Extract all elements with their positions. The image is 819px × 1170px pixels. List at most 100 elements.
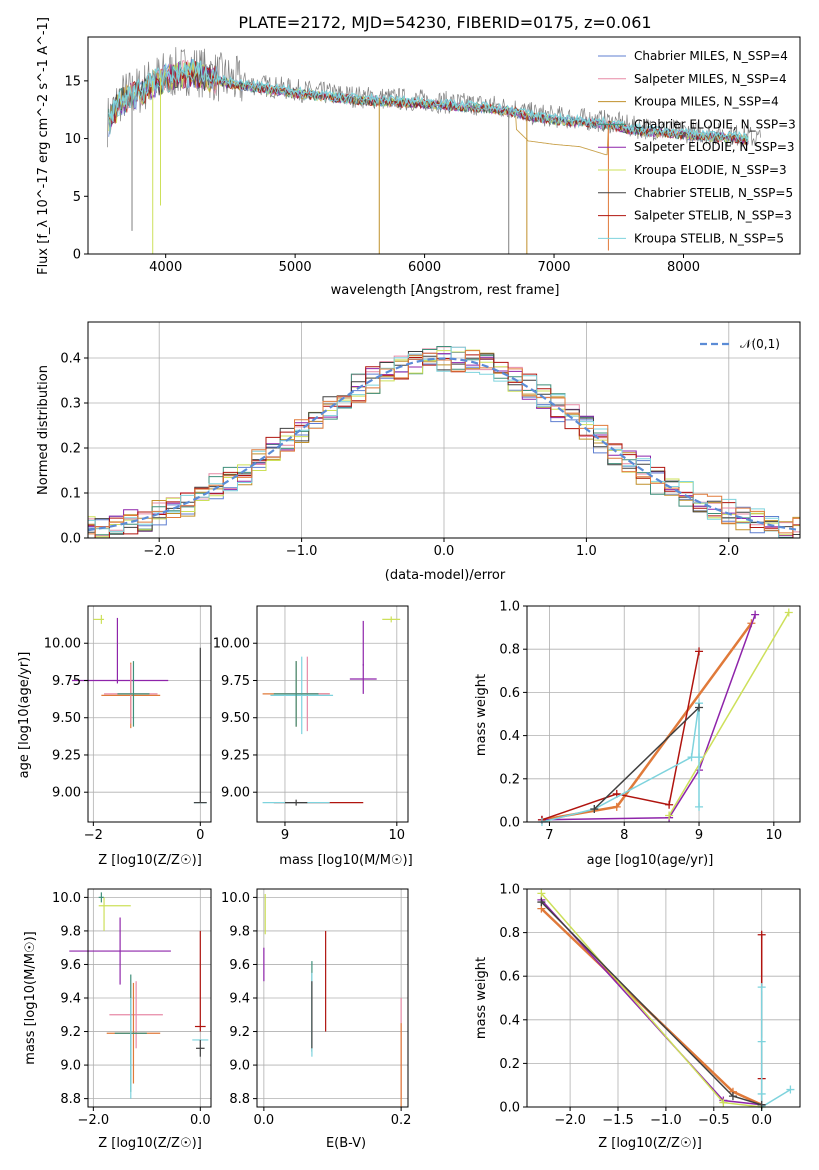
- weight-marker: [665, 811, 674, 820]
- y-tick-label: 10: [64, 132, 81, 147]
- y-tick-label: 0.4: [60, 352, 81, 367]
- x-tick-label: 8000: [667, 260, 700, 275]
- y-tick-label: 9.8: [229, 924, 250, 939]
- histogram-step: [88, 349, 800, 538]
- x-tick-label: 0.2: [391, 1113, 412, 1128]
- y-tick-label: 9.75: [52, 674, 81, 689]
- x-tick-label: −2.0: [78, 1113, 110, 1128]
- residual-ylabel: Normed distribution: [36, 365, 51, 495]
- x-tick-label: −2: [84, 828, 103, 843]
- massebv-xlabel: E(B-V): [326, 1136, 366, 1151]
- y-tick-label: 0.8: [499, 643, 520, 658]
- legend-entry: Salpeter STELIB, N_SSP=3: [634, 209, 792, 223]
- weight-marker: [757, 1037, 766, 1046]
- weight-marker: [757, 1089, 766, 1098]
- x-tick-label: 4000: [149, 260, 182, 275]
- axes-3: 9 10 9.00 9.25 9.50 9.75 10.00: [213, 605, 409, 843]
- x-tick-label: 7000: [537, 260, 570, 275]
- weight-line: [541, 614, 756, 821]
- model-kroupa-stelib-top: [108, 58, 749, 141]
- y-tick-label: 9.50: [52, 711, 81, 726]
- x-tick-label: −1.0: [650, 1113, 682, 1128]
- y-tick-label: 9.4: [60, 992, 81, 1007]
- legend-entry: Kroupa ELODIE, N_SSP=3: [634, 163, 787, 177]
- x-tick-label: 0.0: [254, 1113, 275, 1128]
- x-tick-label: 9: [281, 828, 289, 843]
- weight-marker: [612, 802, 621, 811]
- weight-line: [668, 612, 790, 816]
- axes-1: −2.0 −1.0 0.0 1.0 2.0 0.0 0.1 0.2 0.3 0.4: [60, 321, 801, 559]
- x-tick-label: 10: [766, 828, 783, 843]
- massZ-xlabel: Z [log10(Z/Z☉)]: [98, 1136, 202, 1151]
- histogram-step: [88, 352, 800, 538]
- y-tick-label: 9.0: [60, 1059, 81, 1074]
- weight-line: [593, 706, 700, 810]
- legend-entry: Salpeter ELODIE, N_SSP=3: [634, 140, 795, 154]
- x-tick-label: 2.0: [718, 544, 739, 559]
- weight-marker: [537, 889, 546, 898]
- x-tick-label: −1.0: [286, 544, 318, 559]
- panel-2: [71, 606, 211, 822]
- plot-frame: [87, 36, 801, 255]
- weight-marker: [784, 608, 793, 617]
- y-tick-label: 0.6: [499, 686, 520, 701]
- x-tick-label: 10: [389, 828, 406, 843]
- y-tick-label: 8.8: [60, 1092, 81, 1107]
- histograms: [88, 346, 800, 538]
- x-tick-label: 0.0: [751, 1113, 772, 1128]
- panel-4: [527, 605, 800, 826]
- y-tick-label: 1.0: [499, 883, 520, 898]
- x-tick-label: −2.0: [554, 1113, 586, 1128]
- y-tick-label: 9.8: [60, 924, 81, 939]
- legend-entry: Chabrier STELIB, N_SSP=5: [634, 186, 793, 200]
- weight-marker: [695, 647, 704, 656]
- x-tick-label: 1.0: [576, 544, 597, 559]
- y-tick-label: 9.2: [229, 1025, 250, 1040]
- y-tick-label: 9.6: [229, 958, 250, 973]
- y-tick-label: 10.00: [213, 637, 250, 652]
- x-tick-label: 0: [196, 828, 204, 843]
- y-tick-label: 5: [73, 190, 81, 205]
- spectrum-lines: [107, 47, 761, 254]
- y-tick-label: 10.00: [44, 637, 81, 652]
- y-tick-label: 10.0: [52, 891, 81, 906]
- spectrum-xlabel: wavelength [Angstrom, rest frame]: [331, 283, 560, 298]
- residual-xlabel: (data-model)/error: [385, 568, 506, 583]
- weight-marker: [719, 1098, 728, 1107]
- y-tick-label: 0.8: [499, 926, 520, 941]
- x-tick-label: 0.0: [434, 544, 455, 559]
- agemass-xlabel: mass [log10(M/M☉)]: [279, 853, 412, 868]
- axes-0: 4000 5000 6000 7000 8000 0 5 10 15: [64, 36, 801, 275]
- massZ-ylabel: mass [log10(M/M☉)]: [23, 931, 38, 1064]
- panel-5: [69, 889, 211, 1107]
- x-tick-label: 7: [545, 828, 553, 843]
- panel-3: [257, 606, 408, 822]
- mwZ-xlabel: Z [log10(Z/Z☉)]: [598, 1136, 702, 1151]
- panel-1: [88, 322, 800, 539]
- axes-4: 7 8 9 10 0.0 0.2 0.4 0.6 0.8 1.0: [499, 600, 801, 843]
- mwZ-ylabel: mass weight: [474, 957, 489, 1039]
- axes-7: −2.0 −1.5 −1.0 −0.5 0.0 0.0 0.2 0.4 0.6 0.8 1.0: [499, 883, 801, 1128]
- weight-marker: [537, 898, 546, 907]
- y-tick-label: 0.6: [499, 970, 520, 985]
- x-tick-label: −1.5: [602, 1113, 634, 1128]
- plot-frame: [256, 605, 409, 823]
- spectrum-legend: Chabrier MILES, N_SSP=4 Salpeter MILES, N…: [598, 49, 796, 245]
- plot-frame: [87, 605, 212, 823]
- spectrum-ylabel: Flux [f_λ 10^-17 erg cm^-2 s^-1 A^-1]: [36, 17, 51, 275]
- histogram-step: [88, 350, 800, 535]
- y-tick-label: 1.0: [499, 600, 520, 615]
- y-tick-label: 15: [64, 74, 81, 89]
- y-tick-label: 0.4: [499, 729, 520, 744]
- y-tick-label: 9.2: [60, 1025, 81, 1040]
- y-tick-label: 9.6: [60, 958, 81, 973]
- weight-line: [760, 987, 791, 1109]
- weight-marker: [757, 983, 766, 992]
- weight-marker: [695, 802, 704, 811]
- y-tick-label: 9.75: [221, 674, 250, 689]
- y-tick-label: 9.0: [229, 1059, 250, 1074]
- y-tick-label: 0.2: [60, 442, 81, 457]
- legend-entry: Chabrier MILES, N_SSP=4: [634, 49, 788, 63]
- plot-frame: [526, 605, 801, 823]
- y-tick-label: 0.0: [60, 532, 81, 547]
